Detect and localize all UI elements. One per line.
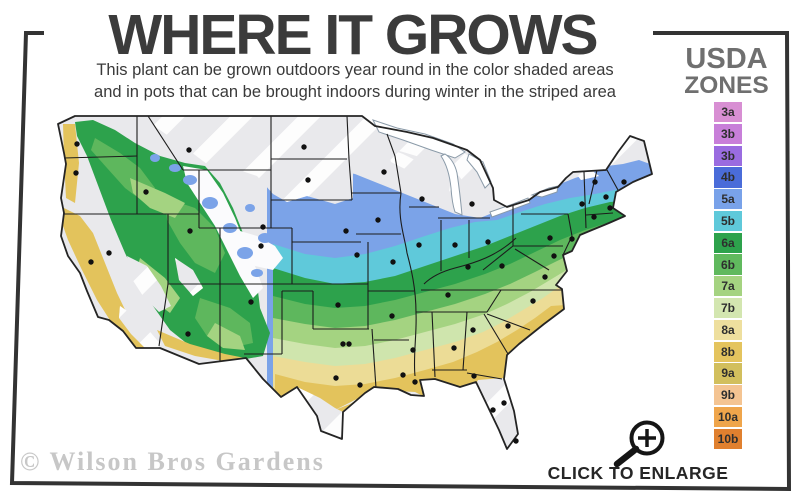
legend-zone-chip: 3b xyxy=(714,145,742,166)
usa-outline xyxy=(57,115,653,450)
city-dot xyxy=(551,253,557,259)
usda-zone-map[interactable] xyxy=(35,108,665,468)
city-dot xyxy=(381,169,387,175)
city-dot xyxy=(470,327,476,333)
city-dot xyxy=(513,438,519,444)
city-dot xyxy=(106,250,112,256)
city-dot xyxy=(301,144,307,150)
city-dot xyxy=(343,228,349,234)
city-dot-markers xyxy=(73,141,627,444)
legend-zone-chip: 7a xyxy=(714,276,742,297)
city-dot xyxy=(416,242,422,248)
city-dot xyxy=(412,379,418,385)
city-dot xyxy=(499,263,505,269)
city-dot xyxy=(591,214,597,220)
city-dot xyxy=(490,407,496,413)
city-dot xyxy=(592,179,598,185)
legend-zone-chip: 10b xyxy=(714,428,742,449)
city-dot xyxy=(419,196,425,202)
city-dot xyxy=(143,189,149,195)
legend-zone-chip: 9b xyxy=(714,385,742,406)
subtitle-line-2: and in pots that can be brought indoors … xyxy=(94,82,616,101)
mountain-blue-speckles xyxy=(150,154,281,277)
legend-title-zones: ZONES xyxy=(684,71,769,99)
city-dot xyxy=(88,259,94,265)
legend-zone-chip: 4b xyxy=(714,167,742,188)
city-dot xyxy=(569,236,575,242)
city-dot xyxy=(469,201,475,207)
legend-zone-chip: 6a xyxy=(714,232,742,253)
legend-title: USDA ZONES xyxy=(664,43,789,99)
city-dot xyxy=(260,224,266,230)
west-green-light xyxy=(165,198,225,273)
legend-zone-chip: 8a xyxy=(714,319,742,340)
subtitle: This plant can be grown outdoors year ro… xyxy=(55,60,655,104)
california-gold xyxy=(62,208,153,348)
city-dot xyxy=(542,274,548,280)
city-dot xyxy=(400,372,406,378)
city-dot xyxy=(258,243,264,249)
zoom-in-icon[interactable] xyxy=(605,408,675,470)
city-dot xyxy=(485,239,491,245)
city-dot xyxy=(333,375,339,381)
watermark: © Wilson Bros Gardens xyxy=(20,447,325,476)
city-dot xyxy=(471,373,477,379)
arizona-gold xyxy=(157,330,245,363)
city-dot xyxy=(452,242,458,248)
city-dot xyxy=(390,259,396,265)
city-dot xyxy=(389,313,395,319)
city-dot xyxy=(186,147,192,153)
rockies-white xyxy=(230,228,283,270)
city-dot xyxy=(346,341,352,347)
city-dot xyxy=(607,205,613,211)
city-dot xyxy=(335,302,341,308)
click-to-enlarge-label[interactable]: CLICK TO ENLARGE xyxy=(547,463,729,483)
legend-zone-chip: 5b xyxy=(714,210,742,232)
city-dot xyxy=(354,252,360,258)
west-green-pale xyxy=(207,323,245,350)
legend-zone-chip: 6b xyxy=(714,254,742,275)
city-dot xyxy=(248,299,254,305)
city-dot xyxy=(73,170,79,176)
legend-zone-chip: 3a xyxy=(714,102,742,123)
city-dot xyxy=(579,201,585,207)
city-dot xyxy=(505,323,511,329)
city-dot xyxy=(603,194,609,200)
legend-zone-chip: 7b xyxy=(714,298,742,319)
city-dot xyxy=(445,292,451,298)
city-dot xyxy=(465,264,471,270)
legend-title-usda: USDA xyxy=(685,43,768,75)
city-dot xyxy=(621,179,627,185)
subtitle-line-1: This plant can be grown outdoors year ro… xyxy=(96,61,614,79)
west-green-pale xyxy=(130,178,185,218)
city-dot xyxy=(357,382,363,388)
city-dot xyxy=(187,228,193,234)
city-dot xyxy=(340,341,346,347)
legend-zone-list: 3a 3b 3b 4b 5a 5b 6a 6b 7a 7b 8a 8b 9a 9b 10a 10b xyxy=(714,102,742,449)
legend-zone-chip: 9a xyxy=(714,363,742,384)
page-title: WHERE IT GROWS xyxy=(108,3,598,67)
lake-michigan xyxy=(440,153,463,216)
legend-zone-chip: 5a xyxy=(714,189,742,210)
legend-zone-chip: 8b xyxy=(714,341,742,362)
city-dot xyxy=(530,298,536,304)
city-dot xyxy=(410,347,416,353)
city-dot xyxy=(547,235,553,241)
city-dot xyxy=(185,331,191,337)
city-dot xyxy=(501,400,507,406)
zone-shading xyxy=(58,116,652,449)
legend-zone-chip: 10a xyxy=(714,406,742,428)
city-dot xyxy=(74,141,80,147)
lake-huron xyxy=(466,153,492,189)
legend-zone-chip: 3b xyxy=(714,123,742,144)
city-dot xyxy=(451,345,457,351)
rockies-white xyxy=(183,166,263,298)
city-dot xyxy=(305,177,311,183)
city-dot xyxy=(375,217,381,223)
frame-line xyxy=(9,31,792,492)
